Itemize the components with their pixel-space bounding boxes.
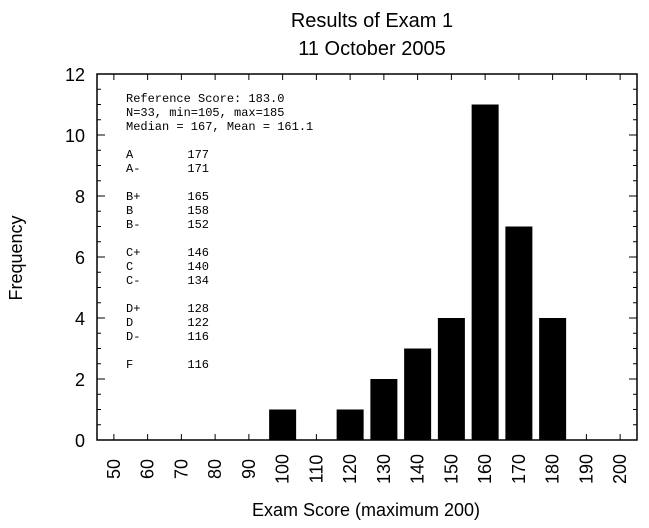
y-tick-label-0: 0 — [75, 431, 85, 451]
grade-score: 146 — [187, 246, 209, 260]
x-tick-label-130: 130 — [374, 454, 394, 484]
grade-label: F — [126, 358, 133, 372]
grade-score: 165 — [187, 190, 209, 204]
y-tick-label-12: 12 — [65, 65, 85, 85]
grade-score: 152 — [187, 218, 209, 232]
grade-label: C — [126, 260, 133, 274]
x-tick-label-70: 70 — [171, 459, 191, 479]
bar-150 — [437, 318, 465, 440]
y-axis-label: Frequency — [6, 215, 26, 300]
y-tick-label-6: 6 — [75, 248, 85, 268]
grade-label: C+ — [126, 246, 140, 260]
grade-score: 140 — [187, 260, 209, 274]
grade-label: A — [126, 148, 134, 162]
x-tick-label-50: 50 — [104, 459, 124, 479]
bar-130 — [370, 379, 398, 440]
bars-layer — [269, 104, 567, 440]
grade-score: 116 — [187, 330, 209, 344]
bar-170 — [505, 226, 533, 440]
grade-score: 171 — [187, 162, 209, 176]
x-tick-label-170: 170 — [509, 454, 529, 484]
x-tick-label-190: 190 — [576, 454, 596, 484]
y-tick-label-2: 2 — [75, 370, 85, 390]
grade-score: 158 — [187, 204, 209, 218]
ticks-layer — [97, 73, 637, 441]
x-tick-label-140: 140 — [408, 454, 428, 484]
x-tick-label-200: 200 — [610, 454, 630, 484]
x-tick-label-150: 150 — [441, 454, 461, 484]
grade-label: B+ — [126, 190, 140, 204]
bar-180 — [539, 318, 567, 440]
x-tick-label-90: 90 — [239, 459, 259, 479]
grade-score: 134 — [187, 274, 209, 288]
x-tick-labels: 50 60 70 80 90 100 110 120 130 140 150 160 170 180 190… — [104, 454, 630, 484]
y-tick-labels: 0 2 4 6 8 10 12 — [65, 65, 85, 451]
grade-score: 122 — [187, 316, 209, 330]
stats-line-0: Reference Score: 183.0 — [126, 92, 284, 106]
x-axis-label: Exam Score (maximum 200) — [252, 500, 480, 520]
grade-label: B- — [126, 218, 140, 232]
grade-label: A- — [126, 162, 140, 176]
x-tick-label-160: 160 — [475, 454, 495, 484]
x-tick-label-60: 60 — [138, 459, 158, 479]
grade-label: D- — [126, 330, 140, 344]
grade-label: D+ — [126, 302, 140, 316]
stats-line-2: Median = 167, Mean = 161.1 — [126, 120, 313, 134]
bar-140 — [404, 348, 432, 440]
x-tick-label-100: 100 — [273, 454, 293, 484]
grade-label: B — [126, 204, 133, 218]
grade-label: C- — [126, 274, 140, 288]
stats-line-1: N=33, min=105, max=185 — [126, 106, 284, 120]
y-tick-label-4: 4 — [75, 309, 85, 329]
grade-score: 177 — [187, 148, 209, 162]
stats-annotation: Reference Score: 183.0N=33, min=105, max… — [126, 92, 313, 134]
grade-score: 128 — [187, 302, 209, 316]
grade-cutoff-table: A 177 A- 171 B+ 165 B 158 B- 152 C+ 146 C 140 C- 134 D+ 1… — [126, 148, 209, 372]
x-tick-label-180: 180 — [543, 454, 563, 484]
x-tick-label-110: 110 — [306, 455, 326, 484]
x-tick-label-80: 80 — [205, 459, 225, 479]
grade-score: 116 — [187, 358, 209, 372]
y-tick-label-8: 8 — [75, 187, 85, 207]
grade-label: D — [126, 316, 133, 330]
x-tick-label-120: 120 — [340, 454, 360, 484]
chart-title: Results of Exam 1 — [291, 10, 453, 32]
bar-160 — [471, 104, 499, 440]
y-tick-label-10: 10 — [65, 126, 85, 146]
chart-subtitle: 11 October 2005 — [298, 38, 446, 60]
